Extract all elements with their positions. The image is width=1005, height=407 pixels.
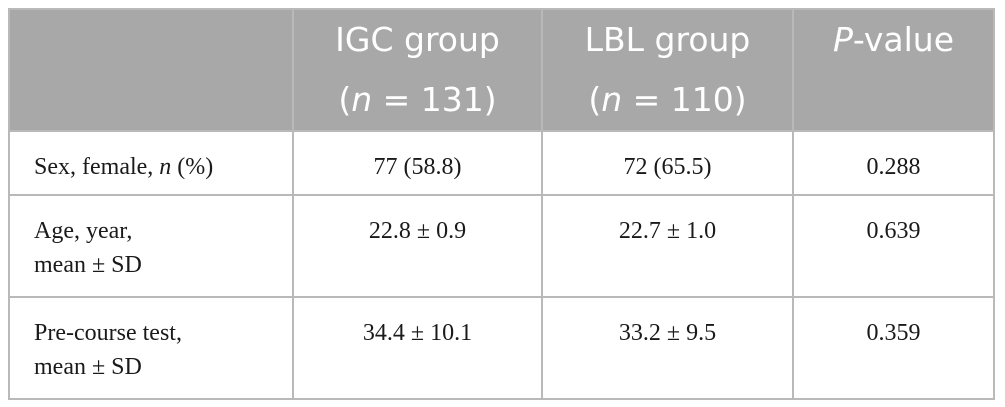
table-row: Pre-course test, mean ± SD 34.4 ± 10.1 33… [8, 296, 995, 400]
cell-igc-precourse: 34.4 ± 10.1 [292, 296, 543, 400]
row-label-age: Age, year, mean ± SD [8, 194, 294, 298]
header-igc-n: (n = 131) [338, 80, 497, 119]
cell-lbl-sex: 72 (65.5) [541, 130, 794, 196]
cell-lbl-precourse: 33.2 ± 9.5 [541, 296, 794, 400]
table-row: Sex, female, n (%) 77 (58.8) 72 (65.5) 0… [8, 130, 995, 196]
cell-igc-age: 22.8 ± 0.9 [292, 194, 543, 298]
header-igc-group: IGC group (n = 131) [292, 8, 543, 132]
cell-lbl-age: 22.7 ± 1.0 [541, 194, 794, 298]
header-igc-title: IGC group [335, 20, 500, 59]
header-lbl-n: (n = 110) [588, 80, 747, 119]
demographics-table: IGC group (n = 131) LBL group (n = 110) … [8, 8, 995, 400]
cell-igc-sex: 77 (58.8) [292, 130, 543, 196]
cell-p-sex: 0.288 [792, 130, 995, 196]
table-header-row: IGC group (n = 131) LBL group (n = 110) … [8, 8, 995, 132]
cell-p-precourse: 0.359 [792, 296, 995, 400]
row-label-precourse: Pre-course test, mean ± SD [8, 296, 294, 400]
row-label-sex: Sex, female, n (%) [8, 130, 294, 196]
cell-p-age: 0.639 [792, 194, 995, 298]
header-p-value: P-value [792, 8, 995, 132]
table-row: Age, year, mean ± SD 22.8 ± 0.9 22.7 ± 1.… [8, 194, 995, 298]
header-lbl-group: LBL group (n = 110) [541, 8, 794, 132]
header-lbl-title: LBL group [584, 20, 751, 59]
header-empty-cell [8, 8, 294, 132]
